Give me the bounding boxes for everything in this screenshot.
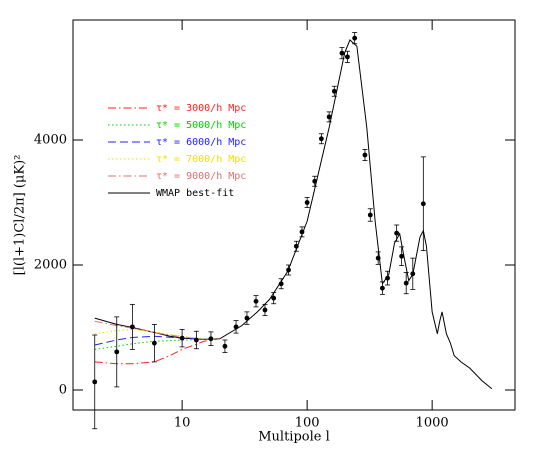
data-point [367, 212, 373, 218]
data-point [299, 229, 305, 235]
data-point [179, 335, 185, 341]
data-point [271, 295, 277, 301]
data-point [293, 243, 299, 249]
data-point [362, 152, 368, 158]
series-line [94, 335, 220, 346]
data-point [345, 54, 350, 60]
data-point [129, 324, 135, 330]
data-point [312, 178, 318, 184]
legend-label: WMAP best-fit [156, 188, 234, 199]
data-point [352, 35, 358, 41]
data-point [326, 114, 332, 120]
data-point [92, 379, 98, 385]
series-line [94, 328, 220, 340]
data-point [233, 324, 239, 330]
data-point [262, 307, 268, 313]
data-point [331, 88, 337, 94]
y-tick-label: 2000 [34, 258, 67, 273]
data-point [403, 280, 409, 286]
data-point [193, 337, 199, 343]
y-tick-label: 4000 [34, 133, 67, 148]
series-line [94, 320, 220, 340]
x-tick-label: 1000 [416, 416, 449, 431]
data-point [410, 271, 416, 277]
y-axis-label: [l(l+1)Cl/2π] (μK)² [13, 155, 28, 276]
data-point [151, 340, 157, 346]
series-line [94, 338, 220, 350]
data-point [114, 349, 120, 355]
data-point [208, 336, 214, 342]
data-point [286, 267, 291, 273]
x-axis-label: Multipole l [258, 430, 330, 445]
data-point [222, 343, 228, 349]
legend-label: τ* = 5000/h Mpc [156, 120, 246, 131]
data-point [253, 298, 259, 304]
data-point [244, 315, 250, 321]
data-point [339, 50, 345, 56]
data-point [375, 255, 381, 261]
legend-label: τ* = 7000/h Mpc [156, 154, 246, 165]
data-point [304, 200, 310, 205]
data-point [420, 201, 426, 207]
data-point [394, 230, 400, 236]
legend-label: τ* = 3000/h Mpc [156, 103, 246, 114]
series-line [94, 338, 220, 365]
data-point [318, 136, 324, 142]
data-point [399, 253, 405, 259]
data-point [385, 275, 390, 281]
legend-label: τ* = 9000/h Mpc [156, 171, 246, 182]
legend-label: τ* = 6000/h Mpc [156, 137, 246, 148]
data-point [379, 285, 385, 291]
x-tick-label: 100 [295, 416, 320, 431]
data-point [278, 281, 284, 287]
x-tick-label: 10 [174, 416, 191, 431]
y-tick-label: 0 [59, 383, 67, 398]
plot-frame [72, 19, 516, 411]
